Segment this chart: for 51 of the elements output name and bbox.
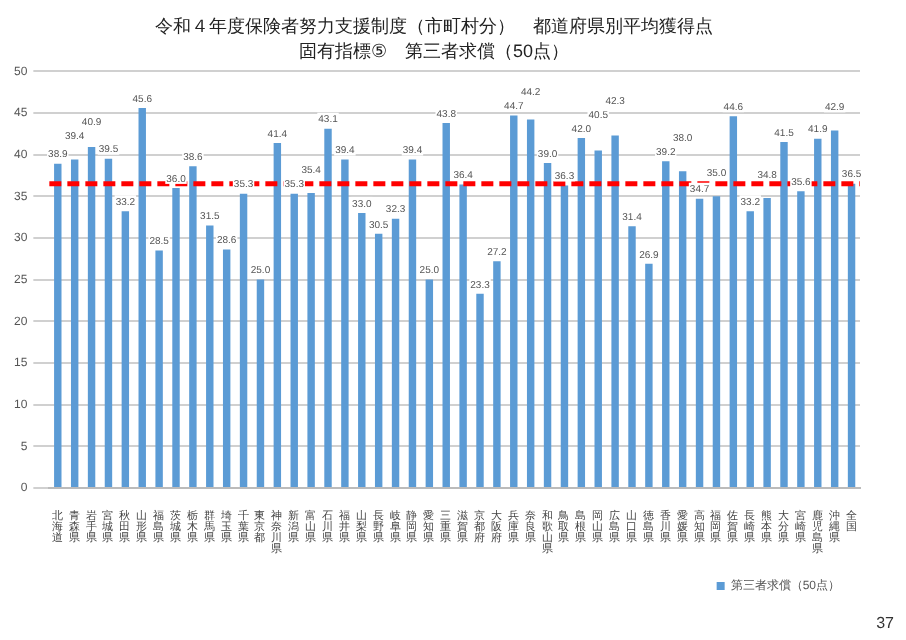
bar [645,263,653,487]
bar [628,226,636,487]
bar [256,279,265,487]
bar [526,119,535,487]
bar [493,261,501,487]
bar [442,122,450,487]
bar [594,150,602,487]
bar [543,162,552,487]
bar [206,225,214,487]
bar [814,138,822,487]
bar [358,212,366,487]
bar [746,211,754,487]
bar [678,171,687,487]
bar [729,116,738,487]
bar [374,233,383,487]
bar [273,142,282,487]
bar [155,250,163,487]
bar [104,158,113,487]
bar [510,115,518,487]
bar [324,128,332,487]
chart-title: 令和４年度保険者努力支援制度（市町村分） 都道府県別平均獲得点 [155,15,713,36]
bar [830,130,839,487]
bar [476,293,484,487]
bar [797,191,805,487]
bar [763,197,771,487]
bar [172,187,180,487]
bar [847,183,856,487]
bar [662,161,670,487]
bar [307,192,315,487]
bar [239,193,248,487]
bar [712,196,721,487]
bar [54,163,62,487]
bar [425,279,434,487]
text: 37 [876,614,894,632]
bar [70,159,79,487]
bar [560,185,569,487]
bar [780,142,788,487]
bar [121,211,130,487]
bar [290,193,298,487]
bar [611,135,619,487]
bar [138,107,146,487]
chart-subtitle: 固有指標⑤ 第三者求償（50点） [298,41,570,62]
bar [391,218,400,487]
bar [459,184,467,487]
bar [341,159,349,487]
bar [695,198,704,487]
bar [408,159,417,487]
bar [222,249,231,487]
bar [577,137,586,487]
bar [87,147,96,487]
bar [189,166,197,487]
